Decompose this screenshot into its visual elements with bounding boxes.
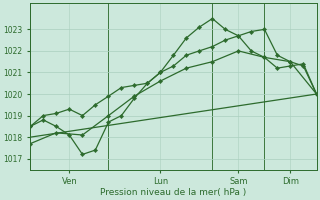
X-axis label: Pression niveau de la mer( hPa ): Pression niveau de la mer( hPa ) bbox=[100, 188, 247, 197]
